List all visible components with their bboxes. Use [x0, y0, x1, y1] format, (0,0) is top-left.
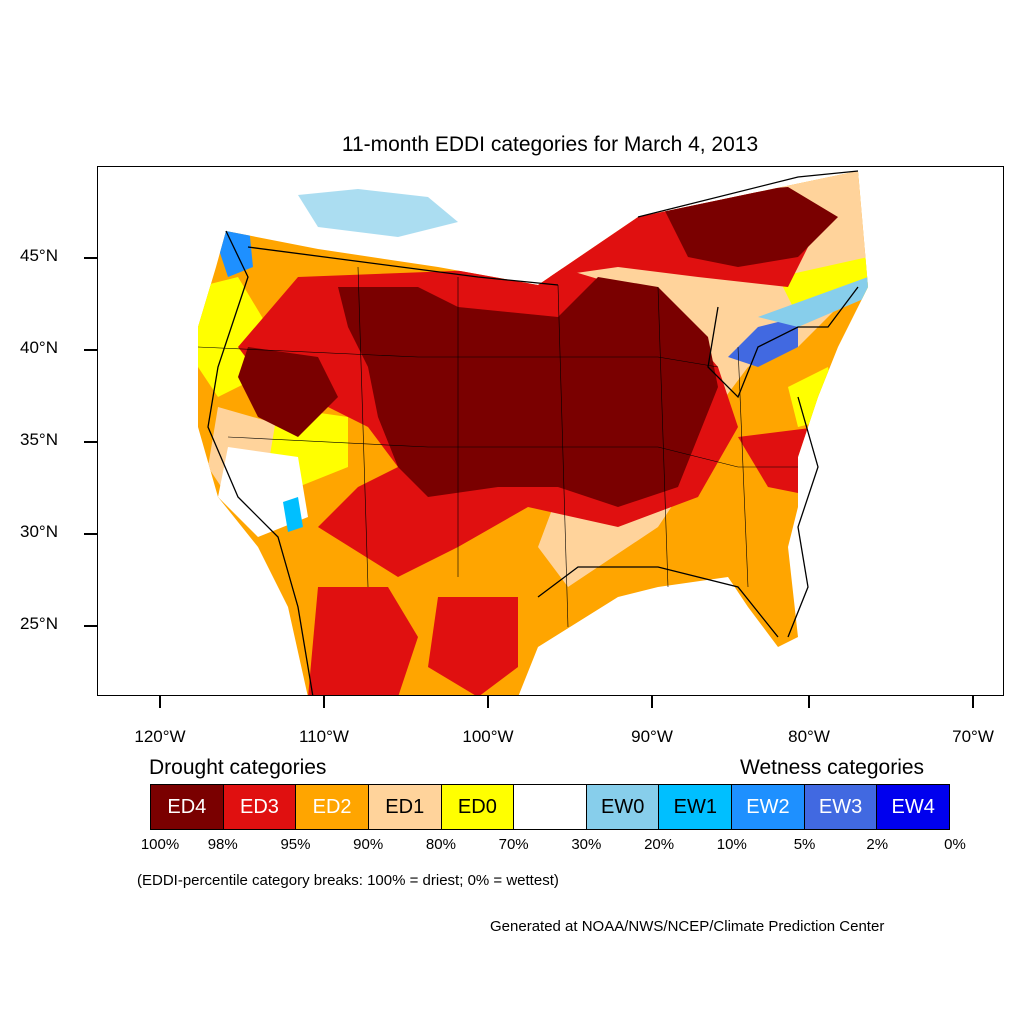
lon-tick-mark — [323, 696, 325, 708]
legend-cell-ed4: ED4 — [151, 785, 224, 829]
lat-tick-mark — [84, 625, 97, 627]
wetness-categories-heading: Wetness categories — [740, 756, 925, 779]
lon-label: 90°W — [631, 727, 673, 746]
lat-label: 35°N — [20, 430, 58, 449]
legend-break-label: 5% — [793, 836, 816, 853]
legend-cell-ew2: EW2 — [732, 785, 805, 829]
lat-label: 30°N — [20, 522, 58, 541]
map-title: 11-month EDDI categories for March 4, 20… — [341, 133, 759, 156]
legend-break-label: 98% — [207, 836, 238, 853]
legend-break-label: 100% — [140, 836, 180, 853]
lat-tick-mark — [84, 441, 97, 443]
drought-categories-heading: Drought categories — [149, 756, 327, 779]
lon-tick-mark — [159, 696, 161, 708]
canada-wet-patch — [298, 189, 458, 237]
lon-tick-mark — [487, 696, 489, 708]
lon-tick-mark — [972, 696, 974, 708]
lat-label: 45°N — [20, 246, 58, 265]
legend-break-label: 80% — [425, 836, 456, 853]
legend-cell-ed0: ED0 — [441, 785, 515, 829]
legend-break-label: 20% — [644, 836, 675, 853]
lon-label: 70°W — [952, 727, 994, 746]
eddi-map — [97, 166, 1004, 696]
lon-tick-mark — [651, 696, 653, 708]
legend-cell-ed3: ED3 — [223, 785, 297, 829]
lon-label: 100°W — [462, 727, 514, 746]
lon-label: 110°W — [299, 727, 349, 746]
lat-tick-mark — [84, 533, 97, 535]
lat-label: 25°N — [20, 614, 58, 633]
legend-break-label: 0% — [944, 836, 966, 853]
lon-tick-mark — [808, 696, 810, 708]
legend-cell-neutral — [514, 785, 587, 829]
legend-colorbar: ED4 ED3 ED2 ED1 ED0 EW0 EW1 EW2 EW3 EW4 — [150, 784, 950, 830]
lat-tick-mark — [84, 257, 97, 259]
lat-tick-mark — [84, 349, 97, 351]
legend-break-label: 30% — [571, 836, 602, 853]
legend-cell-ew4: EW4 — [877, 785, 950, 829]
legend-cell-ew1: EW1 — [659, 785, 733, 829]
lon-label: 120°W — [134, 727, 186, 746]
map-canvas — [197, 170, 868, 695]
legend-break-label: 95% — [280, 836, 311, 853]
legend-break-label: 2% — [866, 836, 889, 853]
state-boundaries — [207, 170, 859, 695]
lon-label: 80°W — [788, 727, 830, 746]
state-lines — [197, 266, 798, 628]
legend-break-label: 70% — [498, 836, 529, 853]
legend-cell-ed2: ED2 — [296, 785, 369, 829]
legend-break-label: 10% — [716, 836, 747, 853]
legend-cell-ew0: EW0 — [586, 785, 660, 829]
lat-label: 40°N — [20, 338, 58, 357]
legend-cell-ew3: EW3 — [804, 785, 878, 829]
credit-text: Generated at NOAA/NWS/NCEP/Climate Predi… — [490, 918, 885, 935]
category-note: (EDDI-percentile category breaks: 100% =… — [137, 872, 559, 889]
legend-cell-ed1: ED1 — [368, 785, 442, 829]
legend-break-label: 90% — [353, 836, 384, 853]
